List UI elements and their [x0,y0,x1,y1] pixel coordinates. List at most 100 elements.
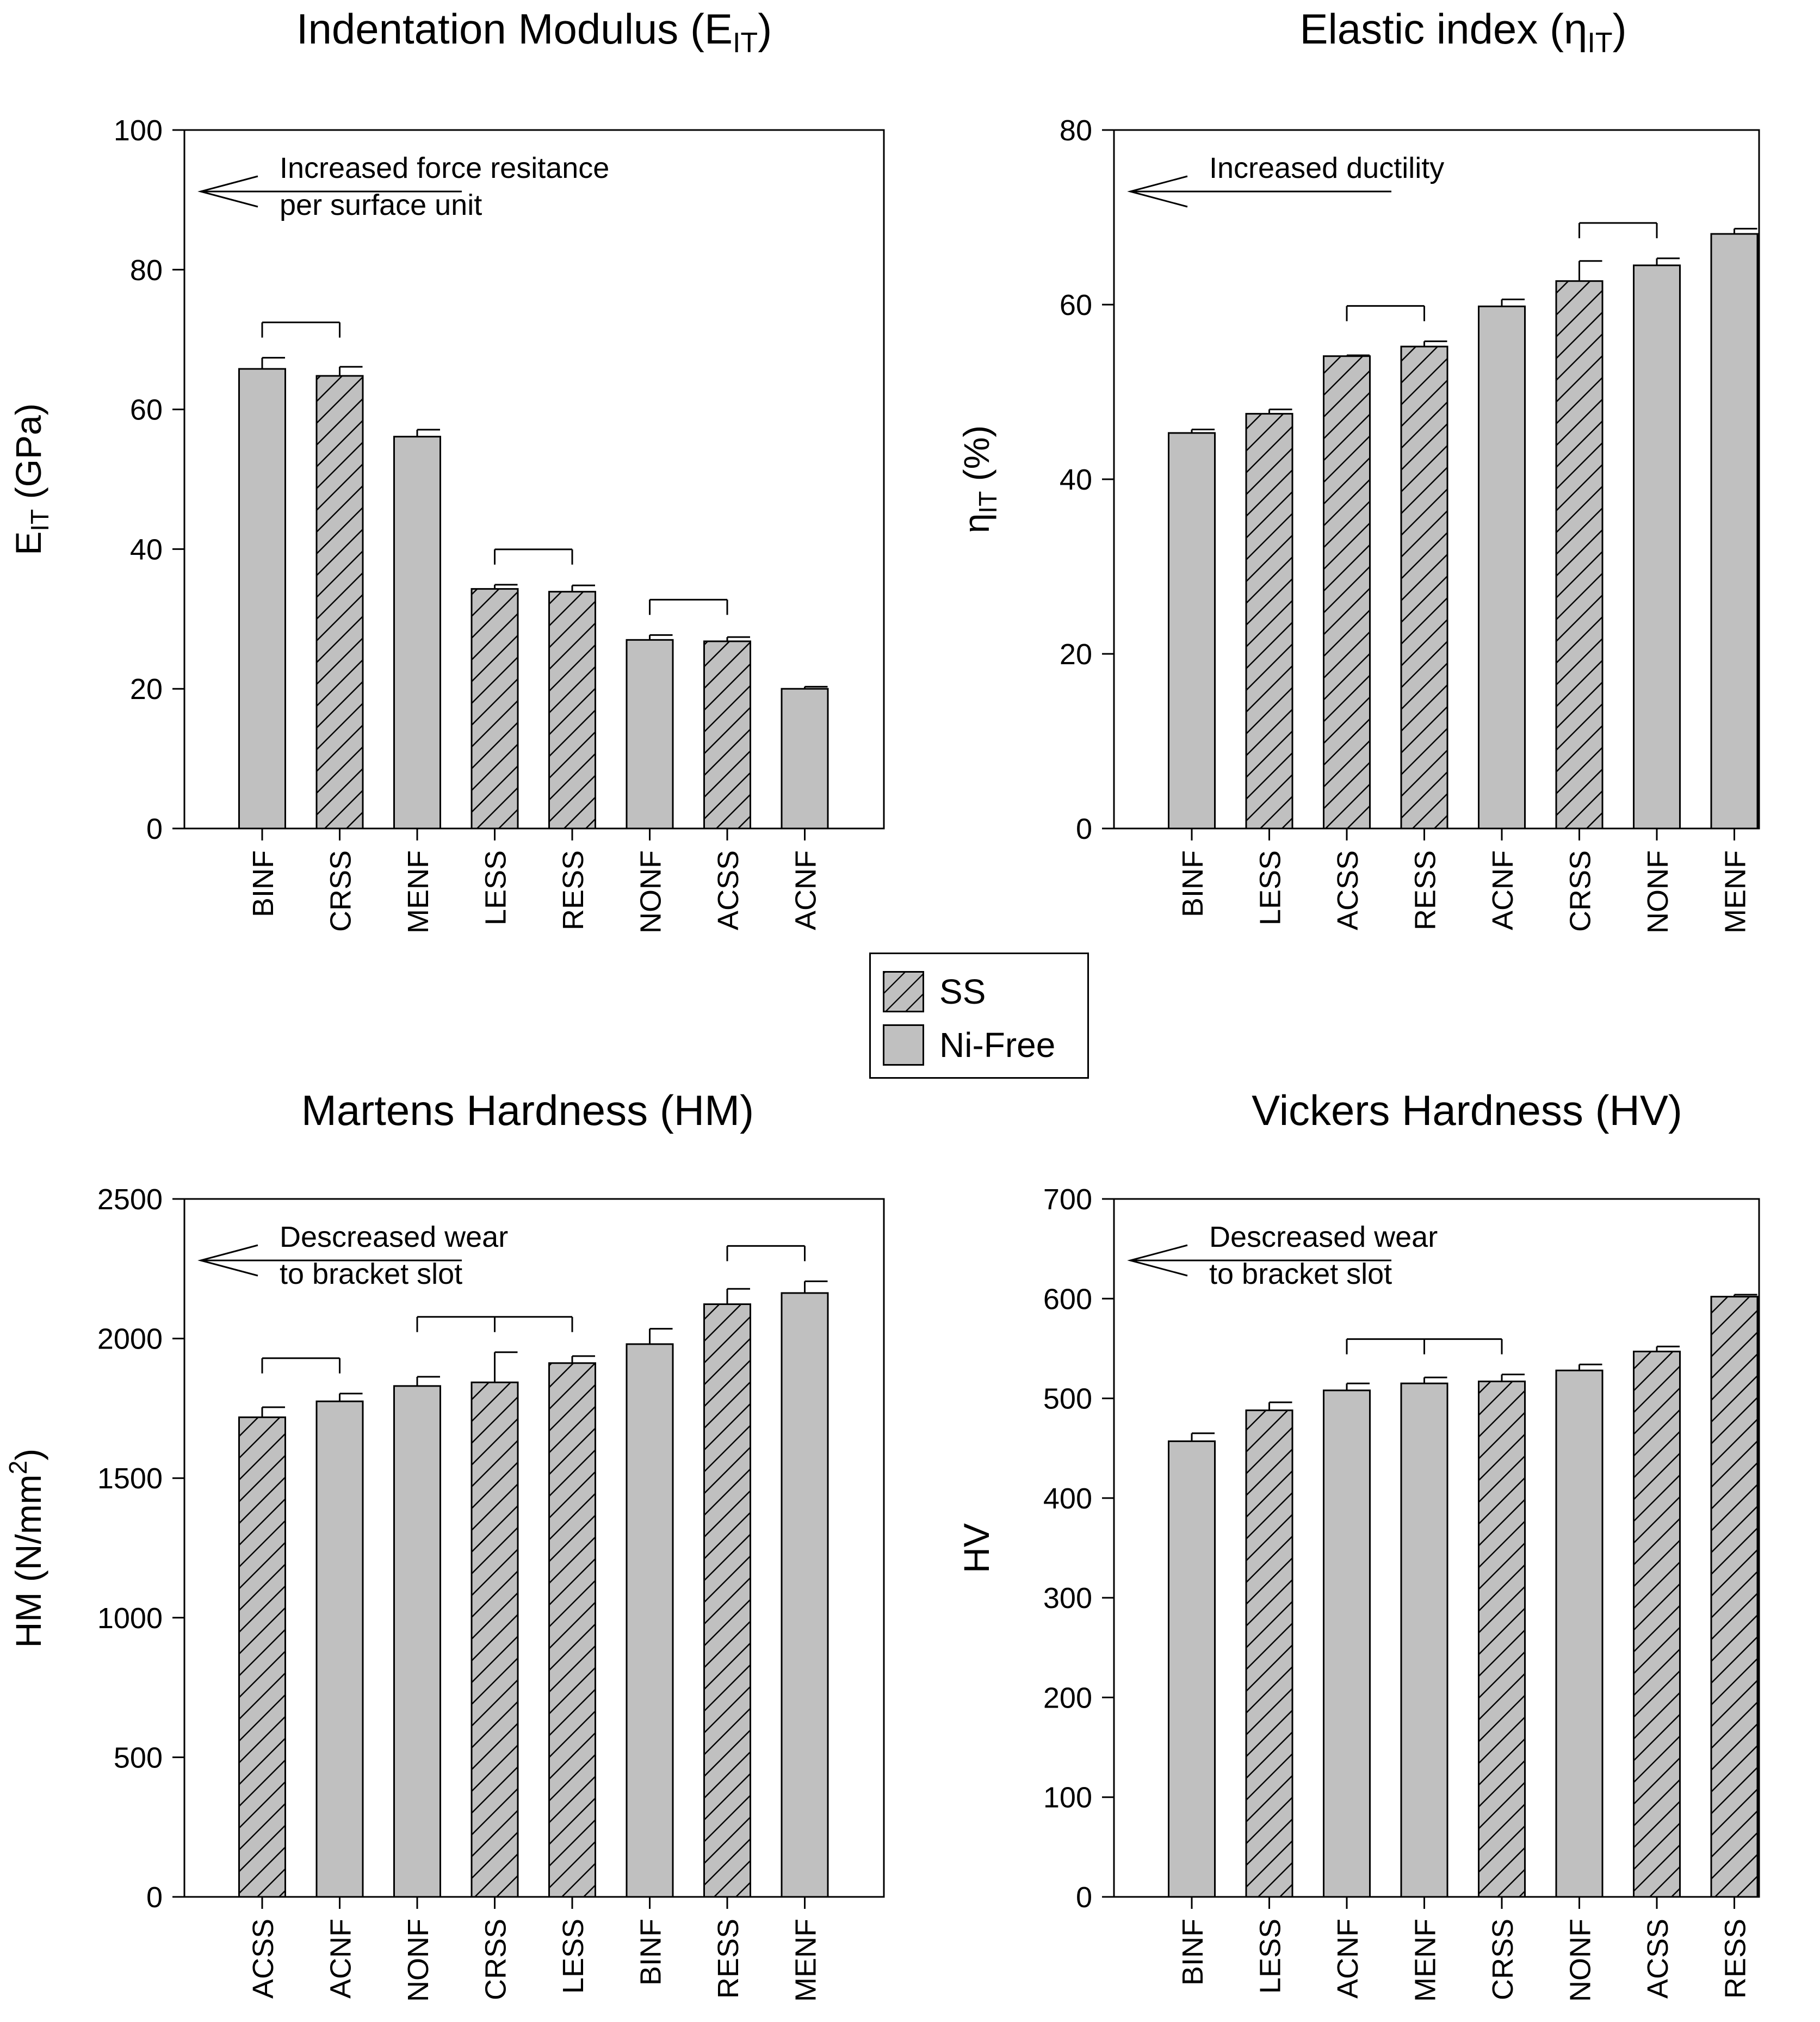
y-tick-label: 0 [146,813,163,845]
chart-title: Vickers Hardness (HV) [1252,1086,1682,1134]
x-tick-label-ress: RESS [712,1919,745,1999]
y-tick-label: 80 [1060,114,1092,147]
y-tick-label: 60 [130,394,163,426]
y-tick-label: 600 [1043,1283,1092,1315]
legend-swatch-ni-free [883,1024,924,1066]
x-tick-label-ress: RESS [557,850,590,930]
x-tick-label-acnf: ACNF [325,1919,357,1999]
x-tick-label-binf: BINF [247,850,280,917]
x-tick-label-menf: MENF [402,850,435,933]
bar-nonf [1555,1369,1604,1898]
y-axis-label: HM (N/mm2) [4,1449,48,1648]
chart-panel-1: Indentation Modulus (EIT) EIT (GPa) 0 20 40 6… [8,5,885,933]
x-tick-label-binf: BINF [1177,1919,1209,1986]
x-tick-label-acnf: ACNF [1487,850,1519,930]
legend-item-ss: SS [883,969,986,1014]
legend-label-ni-free: Ni-Free [939,1025,1056,1065]
annotation-text: per surface unit [280,189,482,221]
x-tick-label-menf: MENF [1409,1919,1442,2002]
x-tick-label-less: LESS [1254,1919,1287,1994]
x-tick-label-nonf: NONF [1642,850,1674,933]
y-tick-label: 2000 [97,1323,163,1356]
bar-menf [393,436,441,830]
bar-binf [238,368,286,830]
chart-title: Martens Hardness (HM) [301,1086,754,1134]
bar-menf [1400,1382,1448,1898]
bar-acnf [781,688,829,830]
bar-binf [1168,432,1216,830]
x-tick-label-acss: ACSS [1642,1919,1674,1999]
bar-ress [548,591,596,830]
annotation-text: to bracket slot [280,1258,462,1290]
bar-acss [1323,355,1371,830]
y-tick-label: 60 [1060,289,1092,321]
bar-crss [1478,1380,1526,1898]
annotation-arrowhead [1127,175,1188,208]
x-tick-label-acnf: ACNF [790,850,822,930]
bar-crss [315,375,364,830]
bar-menf [1710,233,1759,830]
x-tick-label-crss: CRSS [325,850,357,932]
x-tick-label-less: LESS [557,1919,590,1994]
plot-frame [183,129,885,830]
y-axis-label: HV [956,1523,996,1573]
bar-crss [471,1381,519,1898]
bar-acnf [1323,1389,1371,1898]
bar-nonf [393,1385,441,1898]
bar-binf [626,1343,674,1898]
y-tick-label: 400 [1043,1482,1092,1515]
plot-frame [1113,129,1760,830]
y-tick-label: 1000 [97,1602,163,1635]
bar-nonf [626,639,674,830]
bar-less [1245,413,1293,830]
plot-frame [183,1198,885,1898]
annotation-text: Descreased wear [280,1221,508,1253]
legend: SS Ni-Free [869,953,1089,1079]
bar-acss [238,1416,286,1898]
bar-acnf [1478,305,1526,830]
y-tick-label: 0 [1076,1881,1092,1914]
annotation-text: Increased ductility [1209,152,1444,184]
annotation-text: to bracket slot [1209,1258,1392,1290]
x-tick-label-crss: CRSS [1564,850,1597,932]
chart-panel-2: Elastic index (ηIT) ηIT (%) 0 20 40 60 80 BINF L… [956,5,1760,933]
bar-ress [1400,345,1448,830]
x-tick-label-less: LESS [1254,850,1287,925]
chart-panel-3: Martens Hardness (HM) HM (N/mm2) 0 500 1000 1… [4,1086,885,2002]
x-tick-label-acnf: ACNF [1332,1919,1364,1999]
x-tick-label-acss: ACSS [712,850,745,930]
x-tick-label-binf: BINF [635,1919,667,1986]
legend-swatch-ss [883,971,924,1012]
y-tick-label: 200 [1043,1681,1092,1714]
annotation-text: Descreased wear [1209,1221,1438,1253]
y-tick-label: 40 [1060,463,1092,496]
x-tick-label-nonf: NONF [635,850,667,933]
x-tick-label-binf: BINF [1177,850,1209,917]
legend-label-ss: SS [939,972,986,1011]
y-tick-label: 500 [114,1741,163,1774]
y-tick-label: 20 [130,673,163,706]
x-tick-label-nonf: NONF [1564,1919,1597,2002]
x-tick-label-crss: CRSS [1487,1919,1519,2000]
bar-nonf [1633,264,1681,830]
annotation-arrowhead [197,1244,258,1277]
y-tick-label: 1500 [97,1462,163,1495]
chart-title: Elastic index (ηIT) [1299,5,1626,59]
y-tick-label: 0 [146,1881,163,1914]
x-tick-label-menf: MENF [1719,850,1752,933]
legend-item-ni-free: Ni-Free [883,1023,1055,1067]
y-tick-label: 0 [1076,813,1092,845]
annotation-text: Increased force resitance [280,152,609,184]
y-tick-label: 20 [1060,638,1092,671]
y-tick-label: 40 [130,533,163,566]
y-tick-label: 700 [1043,1183,1092,1216]
x-tick-label-crss: CRSS [480,1919,512,2000]
bar-ress [703,1303,751,1898]
y-tick-label: 100 [114,114,163,147]
bar-less [1245,1409,1293,1898]
plot-frame [1113,1198,1760,1898]
chart-panel-4: Vickers Hardness (HV) HV 0 100 200 300 400 500 6… [956,1086,1760,2002]
y-tick-label: 80 [130,254,163,287]
x-tick-label-acss: ACSS [1332,850,1364,930]
